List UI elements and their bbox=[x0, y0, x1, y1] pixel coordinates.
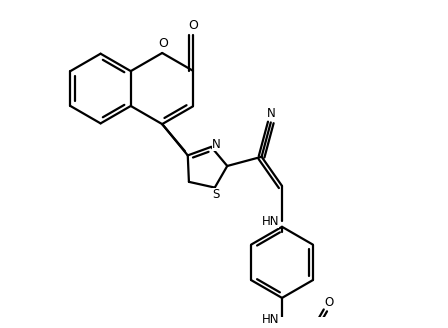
Text: O: O bbox=[188, 19, 198, 32]
Text: HN: HN bbox=[262, 313, 279, 326]
Text: HN: HN bbox=[262, 215, 279, 228]
Text: N: N bbox=[212, 138, 221, 151]
Text: O: O bbox=[324, 296, 334, 309]
Text: S: S bbox=[212, 188, 220, 201]
Text: O: O bbox=[158, 37, 168, 50]
Text: N: N bbox=[267, 107, 275, 120]
